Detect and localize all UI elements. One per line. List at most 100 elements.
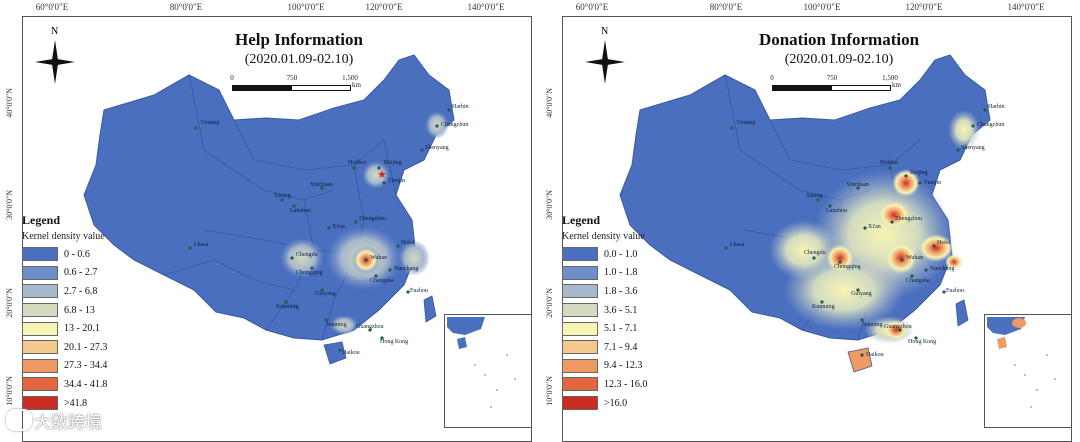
city-label: Guangzhou [884, 324, 912, 330]
scale-bar: 0 750 1,500 km [768, 74, 901, 94]
city-label: Yinchuan [310, 182, 333, 188]
legend-label: 34.4 - 41.8 [64, 378, 108, 390]
density-hotspot [885, 242, 917, 274]
city-label: Lanzhou [826, 208, 847, 214]
hainan-island [847, 347, 873, 373]
city-dots [188, 108, 451, 352]
legend-label: 0.6 - 2.7 [64, 267, 98, 279]
legend-label: 5.1 - 7.1 [604, 323, 638, 335]
south-china-sea-inset [984, 314, 1072, 428]
city-label: Kunming [276, 304, 299, 310]
city-label: Chongqing [834, 264, 861, 270]
scale-tick: 1,500 [342, 74, 358, 82]
legend-swatch [562, 358, 598, 373]
legend-swatch [22, 321, 58, 336]
legend-swatch [562, 377, 598, 392]
city-label: Chongqing [296, 270, 323, 276]
lon-label: 100°0'0"E [287, 2, 325, 12]
map-title: Help Information [235, 30, 363, 49]
city-label: Hohhot [348, 160, 366, 166]
lon-label: 120°0'0"E [365, 2, 403, 12]
legend-item: 20.1 - 27.3 [22, 338, 142, 357]
legend-label: 9.4 - 12.3 [604, 360, 643, 372]
legend-label: 13 - 20.1 [64, 323, 100, 335]
lon-label: 60°0'0"E [35, 2, 69, 12]
scale-tick: 0 [230, 74, 234, 82]
inset-map [987, 317, 1056, 408]
lon-label: 140°0'0"E [1007, 2, 1045, 12]
density-hotspot [826, 244, 854, 272]
legend-title: Legend [562, 213, 601, 227]
density-halo [948, 110, 980, 150]
legend-item: 1.8 - 3.6 [562, 282, 682, 301]
lon-label: 100°0'0"E [803, 2, 841, 12]
legend-swatch [22, 303, 58, 318]
city-label: Urumqi [201, 120, 220, 126]
donation-map-panel: 60°0'0"E 80°0'0"E 100°0'0"E 120°0'0"E 14… [544, 0, 1076, 442]
legend-item: 12.3 - 16.0 [562, 375, 682, 394]
compass-rose-icon [35, 40, 75, 84]
city-label: Harbin [452, 104, 469, 110]
legend-item: 5.1 - 7.1 [562, 319, 682, 338]
map-subtitle: (2020.01.09-02.10) [784, 52, 894, 67]
city-label: Zhengzhou [895, 216, 922, 222]
legend-item: >16.0 [562, 394, 682, 413]
legend-swatch [22, 265, 58, 280]
city-label: Tianjin [388, 178, 406, 184]
legend-label: 6.8 - 13 [64, 304, 95, 316]
legend-label: 3.6 - 5.1 [604, 304, 638, 316]
density-halo [769, 220, 839, 280]
city-label: Harbin [988, 104, 1005, 110]
city-label: Fuzhou [410, 288, 428, 294]
scale-bar: 0 750 1,500 km [228, 74, 361, 94]
density-map: ★ [83, 54, 455, 365]
city-label: Kunming [812, 304, 835, 310]
city-label: Chengdu [804, 250, 826, 256]
legend-item: 0 - 0.6 [22, 245, 142, 264]
legend-label: 0 - 0.6 [64, 248, 90, 260]
north-arrow: N [32, 26, 78, 86]
scale-segment [831, 85, 891, 91]
city-label: Haikou [342, 350, 360, 356]
legend-item: 1.0 - 1.8 [562, 264, 682, 283]
legend-swatch [562, 265, 598, 280]
legend-swatch [562, 396, 598, 411]
watermark: 大数跨境 [34, 413, 102, 433]
city-label: Xining [806, 193, 823, 199]
map-subtitle: (2020.01.09-02.10) [244, 52, 354, 67]
city-label: Zhengzhou [359, 216, 386, 222]
city-label: Tianjin [924, 180, 942, 186]
legend-rows: 0 - 0.6 0.6 - 2.7 2.7 - 6.8 6.8 - 13 13 - 20… [22, 245, 142, 412]
legend-swatch [562, 247, 598, 262]
city-label: Changsha [906, 278, 930, 284]
density-map [619, 54, 991, 373]
legend-swatch [22, 358, 58, 373]
legend-label: >41.8 [64, 397, 88, 409]
legend-item: 7.1 - 9.4 [562, 338, 682, 357]
lon-label: 60°0'0"E [575, 2, 609, 12]
density-hotspot [918, 234, 954, 262]
city-label: Lhasa [194, 242, 209, 248]
scale-segment [232, 85, 292, 91]
city-label: Xi'an [332, 224, 345, 230]
compass-rose-icon [585, 40, 625, 84]
lon-label: 120°0'0"E [905, 2, 943, 12]
city-label: Guiyang [315, 291, 336, 297]
taiwan-island [955, 299, 969, 327]
legend-subtitle: Kernel density value [22, 231, 105, 242]
city-label: Hefei [401, 240, 415, 246]
legend-rows: 0.0 - 1.0 1.0 - 1.8 1.8 - 3.6 3.6 - 5.1 5.1 … [562, 245, 682, 412]
inset-map [447, 317, 516, 408]
density-hotspot [878, 201, 910, 229]
legend-swatch [22, 377, 58, 392]
legend-item: 0.6 - 2.7 [22, 264, 142, 283]
legend-item: 2.7 - 6.8 [22, 282, 142, 301]
legend: Legend Kernel density value 0.0 - 1.0 1.0… [562, 213, 682, 412]
legend-swatch [22, 284, 58, 299]
legend-swatch [562, 303, 598, 318]
city-label: Nanchang [394, 266, 419, 272]
legend-item: 13 - 20.1 [22, 319, 142, 338]
legend-swatch [22, 247, 58, 262]
legend-item: 0.0 - 1.0 [562, 245, 682, 264]
legend-label: 1.0 - 1.8 [604, 267, 638, 279]
